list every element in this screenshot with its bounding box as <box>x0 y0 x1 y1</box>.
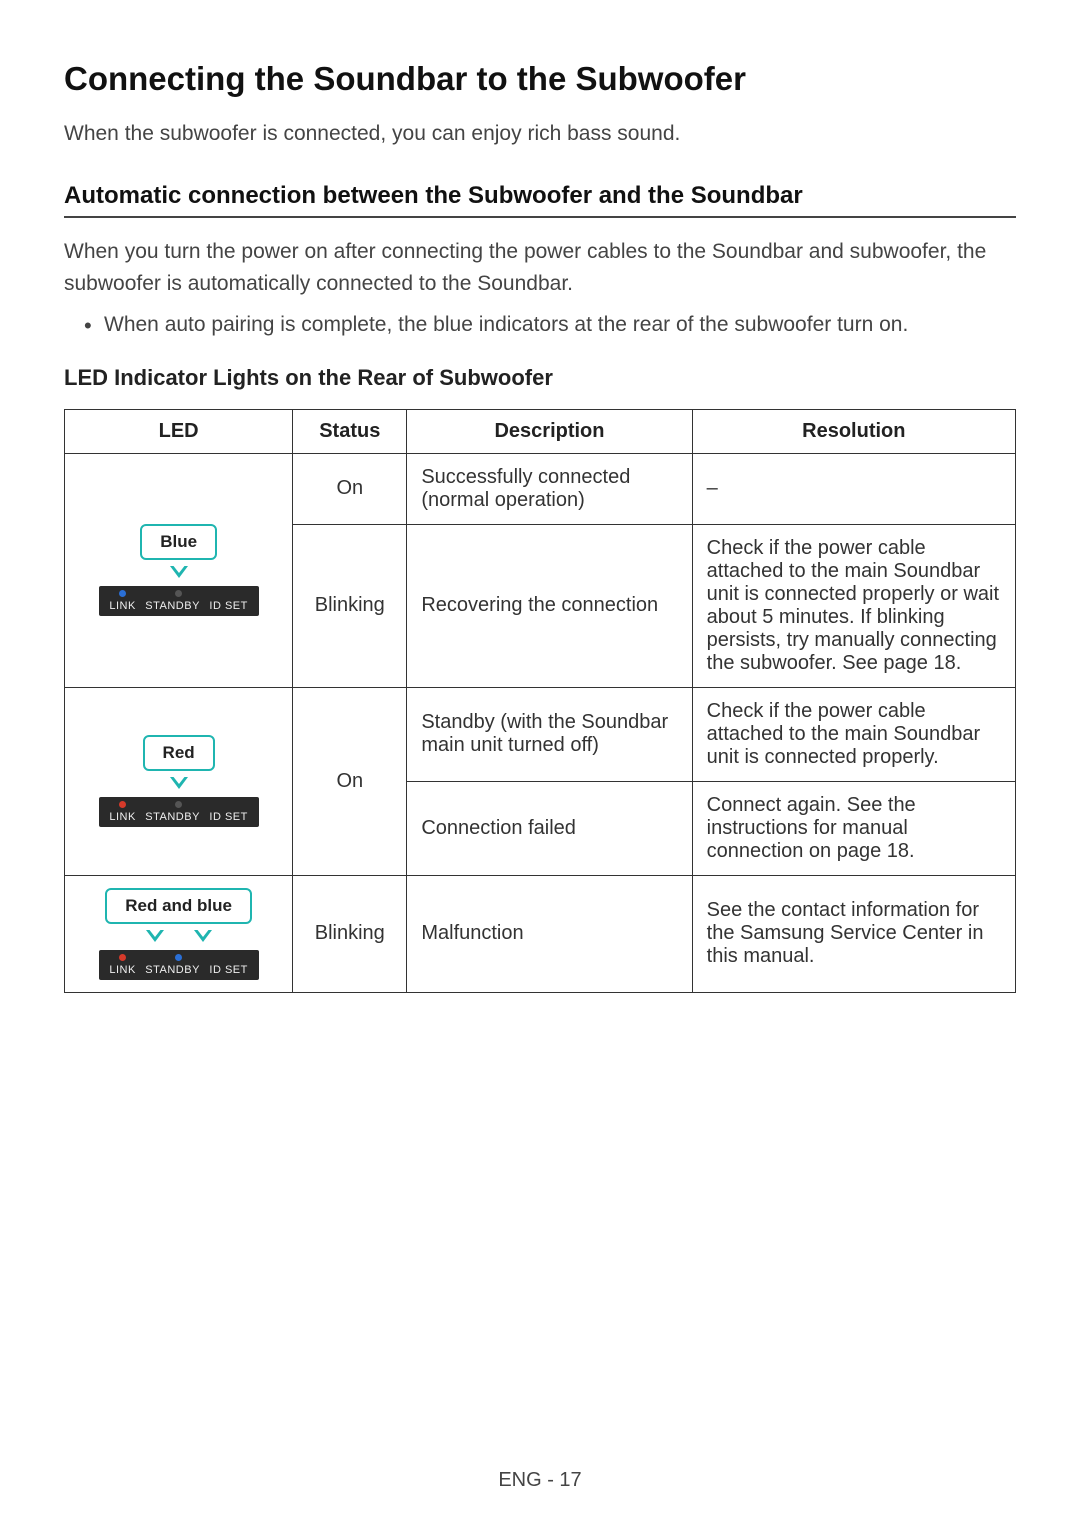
status-on-2: On <box>293 687 407 875</box>
panel-label-link: LINK <box>109 811 135 823</box>
page-title: Connecting the Soundbar to the Subwoofer <box>64 60 1016 98</box>
callout-redblue: Red and blue <box>105 888 252 924</box>
panel-label-idset: ID SET <box>209 811 247 823</box>
desc-row-2a: Standby (with the Soundbar main unit tur… <box>407 687 692 781</box>
res-row-1: Check if the power cable attached to the… <box>692 524 1015 687</box>
led-panel-red: LINK STANDBY ID SET <box>99 797 259 827</box>
res-row-2b: Connect again. See the instructions for … <box>692 781 1015 875</box>
callout-red: Red <box>143 735 215 771</box>
callout-pointer-icon <box>170 777 188 789</box>
paragraph-1: When you turn the power on after connect… <box>64 236 1016 299</box>
desc-row-2b: Connection failed <box>407 781 692 875</box>
led-cell-blue: Blue LINK STANDBY ID SET <box>65 453 293 687</box>
callout-pointer-icon <box>170 566 188 578</box>
led-dot-standby <box>175 801 182 808</box>
callout-blue: Blue <box>140 524 217 560</box>
desc-row-3: Malfunction <box>407 875 692 992</box>
panel-label-link: LINK <box>109 600 135 612</box>
res-row-0: – <box>692 453 1015 524</box>
subtitle: Automatic connection between the Subwoof… <box>64 182 803 216</box>
panel-label-link: LINK <box>109 964 135 976</box>
led-dot-blue <box>119 590 126 597</box>
led-panel-redblue: LINK STANDBY ID SET <box>99 950 259 980</box>
panel-label-idset: ID SET <box>209 600 247 612</box>
panel-label-standby: STANDBY <box>145 600 200 612</box>
panel-label-standby: STANDBY <box>145 964 200 976</box>
led-heading: LED Indicator Lights on the Rear of Subw… <box>64 365 1016 391</box>
status-blinking-2: Blinking <box>293 875 407 992</box>
header-status: Status <box>293 409 407 453</box>
led-table: LED Status Description Resolution Blue L… <box>64 409 1016 993</box>
panel-label-standby: STANDBY <box>145 811 200 823</box>
callout-pointer-icon <box>146 930 164 942</box>
led-dot-red <box>119 801 126 808</box>
status-blinking-1: Blinking <box>293 524 407 687</box>
header-description: Description <box>407 409 692 453</box>
res-row-3: See the contact information for the Sams… <box>692 875 1015 992</box>
status-on-1: On <box>293 453 407 524</box>
header-led: LED <box>65 409 293 453</box>
header-resolution: Resolution <box>692 409 1015 453</box>
callout-pointer-icon <box>194 930 212 942</box>
led-dot-standby <box>175 590 182 597</box>
led-dot-red <box>119 954 126 961</box>
panel-label-idset: ID SET <box>209 964 247 976</box>
led-cell-redblue: Red and blue LINK STANDBY ID SET <box>65 875 293 992</box>
led-panel-blue: LINK STANDBY ID SET <box>99 586 259 616</box>
subtitle-wrapper: Automatic connection between the Subwoof… <box>64 182 1016 218</box>
desc-row-1: Recovering the connection <box>407 524 692 687</box>
res-row-2a: Check if the power cable attached to the… <box>692 687 1015 781</box>
intro-text: When the subwoofer is connected, you can… <box>64 122 1016 146</box>
desc-row-0: Successfully connected (normal operation… <box>407 453 692 524</box>
led-dot-blue <box>175 954 182 961</box>
led-cell-red: Red LINK STANDBY ID SET <box>65 687 293 875</box>
page-footer: ENG - 17 <box>0 1469 1080 1492</box>
bullet-1: When auto pairing is complete, the blue … <box>104 309 1016 341</box>
